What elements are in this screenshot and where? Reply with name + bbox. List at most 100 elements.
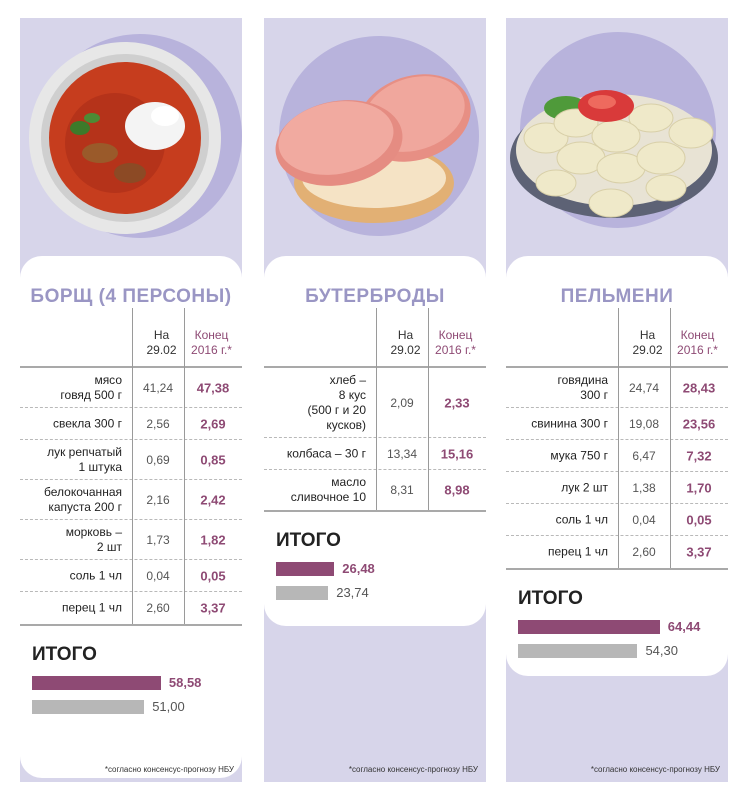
row-divider: [20, 407, 242, 408]
pelmeni-card: ПЕЛЬМЕНИ На 29.02 Конец 2016 г.* говядина 300 …: [506, 256, 728, 676]
table-row: соль 1 чл 0,04 0,05: [20, 560, 242, 592]
row-item-label: перец 1 чл: [548, 544, 608, 559]
total-label: ИТОГО: [518, 588, 583, 609]
row-divider: [506, 471, 728, 472]
table-bottom-rule: [506, 568, 728, 570]
table-row: перец 1 чл 2,60 3,37: [20, 592, 242, 624]
row-value-now: 2,60: [146, 601, 170, 615]
row-value-now: 2,09: [390, 396, 414, 410]
row-item-label: хлеб –8 кус (500 г и 20 кусков): [307, 373, 366, 432]
table-bottom-rule: [20, 624, 242, 626]
column-divider: [428, 308, 429, 510]
row-value-end: 23,56: [682, 416, 716, 432]
footnote: *согласно консенсус-прогнозу НБУ: [348, 765, 478, 774]
header-divider: [264, 366, 486, 368]
row-item-label: мука 750 г: [550, 448, 608, 463]
footnote: *согласно консенсус-прогнозу НБУ: [590, 765, 720, 774]
sandwich-image: [264, 18, 486, 268]
row-item-label: соль 1 чл: [555, 512, 608, 527]
total-value-end: 58,58: [168, 675, 202, 690]
row-divider: [20, 559, 242, 560]
total-value-now: 23,74: [336, 585, 369, 600]
row-divider: [506, 439, 728, 440]
total-bar-end: [518, 620, 660, 634]
row-value-now: 41,24: [142, 381, 174, 395]
row-item-label: свекла 300 г: [52, 416, 122, 431]
header-divider: [506, 366, 728, 368]
total-value-now: 54,30: [645, 643, 678, 658]
row-value-now: 0,04: [632, 513, 656, 527]
total-label: ИТОГО: [276, 530, 341, 551]
total-bar-now: [32, 700, 145, 714]
row-divider: [20, 519, 242, 520]
table-bottom-rule: [264, 510, 486, 512]
card-title: БУТЕРБРОДЫ: [305, 286, 445, 307]
row-item-label: колбаса – 30 г: [286, 446, 366, 461]
table-row: свинина 300 г 19,08 23,56: [506, 408, 728, 440]
row-value-now: 24,74: [628, 381, 660, 395]
table-row: перец 1 чл 2,60 3,37: [506, 536, 728, 568]
row-value-end: 2,33: [444, 395, 470, 411]
card-title: БОРЩ (4 ПЕРСОНЫ): [30, 286, 232, 307]
row-value-end: 2,69: [200, 416, 226, 432]
column-divider: [376, 308, 377, 510]
row-value-now: 8,31: [390, 483, 414, 497]
column-divider: [184, 308, 185, 624]
column-header-end: Конец 2016 г.*: [435, 328, 476, 357]
row-item-label: лук репчатый 1 штука: [47, 445, 122, 474]
row-item-label: морковь –2 шт: [65, 525, 122, 554]
row-value-now: 2,56: [146, 417, 170, 431]
row-value-end: 47,38: [196, 380, 230, 396]
row-value-now: 6,47: [632, 449, 656, 463]
column-divider: [132, 308, 133, 624]
table-row: мясо говяд 500 г 41,24 47,38: [20, 368, 242, 408]
table-row: хлеб –8 кус (500 г и 20 кусков) 2,09 2,33: [264, 368, 486, 438]
row-divider: [506, 407, 728, 408]
row-value-end: 7,32: [686, 448, 712, 464]
column-header-end: Конец 2016 г.*: [191, 328, 232, 357]
table-row: колбаса – 30 г 13,34 15,16: [264, 438, 486, 470]
row-value-now: 2,16: [146, 493, 170, 507]
row-divider: [264, 437, 486, 438]
row-value-now: 0,69: [146, 453, 170, 467]
sandwich-panel: БУТЕРБРОДЫ На 29.02 Конец 2016 г.* хлеб –8 ку…: [264, 18, 486, 782]
row-item-label: соль 1 чл: [69, 568, 122, 583]
row-value-end: 0,05: [200, 568, 226, 584]
column-divider: [618, 308, 619, 568]
borscht-bowl-image: [20, 18, 242, 268]
total-bar-end: [32, 676, 161, 690]
column-header-now: На 29.02: [632, 328, 663, 357]
card-title: ПЕЛЬМЕНИ: [560, 286, 674, 307]
total-label: ИТОГО: [32, 644, 97, 665]
table-row: масло сливочное 10 8,31 8,98: [264, 470, 486, 510]
row-value-end: 1,82: [200, 532, 226, 548]
total-bar-now: [276, 586, 329, 600]
row-item-label: масло сливочное 10: [290, 475, 366, 504]
row-value-now: 0,04: [146, 569, 170, 583]
row-item-label: свинина 300 г: [531, 416, 608, 431]
row-divider: [20, 479, 242, 480]
pelmeni-panel: ПЕЛЬМЕНИ На 29.02 Конец 2016 г.* говядина 300 …: [506, 18, 728, 782]
row-value-end: 0,85: [200, 452, 226, 468]
column-header-now: На 29.02: [390, 328, 421, 357]
table-row: мука 750 г 6,47 7,32: [506, 440, 728, 472]
row-divider: [20, 439, 242, 440]
total-bar-end: [276, 562, 335, 576]
table-row: соль 1 чл 0,04 0,05: [506, 504, 728, 536]
table-row: лук репчатый 1 штука 0,69 0,85: [20, 440, 242, 480]
row-divider: [506, 535, 728, 536]
row-divider: [20, 591, 242, 592]
row-value-end: 0,05: [686, 512, 712, 528]
row-item-label: говядина 300 г: [557, 373, 608, 402]
borscht-panel: БОРЩ (4 ПЕРСОНЫ) На 29.02 Конец 2016 г.* мясо…: [20, 18, 242, 782]
total-value-end: 26,48: [342, 561, 375, 576]
total-value-now: 51,00: [152, 699, 185, 714]
row-item-label: мясо говяд 500 г: [60, 373, 122, 402]
row-value-end: 1,70: [686, 480, 712, 496]
row-value-end: 3,37: [200, 600, 226, 616]
column-header-now: На 29.02: [146, 328, 177, 357]
row-item-label: перец 1 чл: [62, 600, 122, 615]
table-row: морковь –2 шт 1,73 1,82: [20, 520, 242, 560]
total-value-end: 64,44: [667, 619, 701, 634]
sandwich-card: БУТЕРБРОДЫ На 29.02 Конец 2016 г.* хлеб –8 ку…: [264, 256, 486, 626]
